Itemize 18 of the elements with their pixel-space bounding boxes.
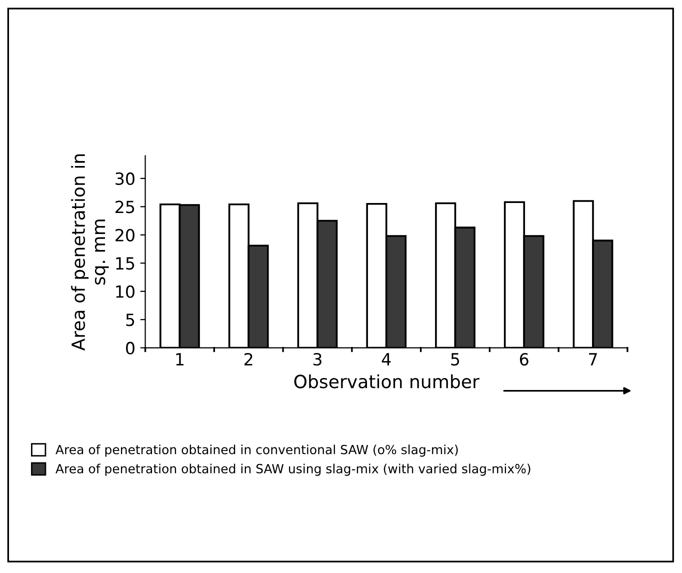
legend-label: Area of penetration obtained in SAW using slag-mix (with varied slag-mix%) [56,464,530,476]
x-tick-label: 3 [313,352,322,366]
x-tick-label: 6 [520,352,528,366]
x-tick-label: 2 [244,352,252,366]
x-tick-label: 5 [451,353,460,366]
y-axis-title: Area of penetration in sq. mm [71,154,109,351]
y-tick-label: 15 [116,257,134,270]
y-tick-label: 10 [116,285,134,298]
x-tick-label: 7 [589,353,597,366]
y-tick-label: 25 [116,200,134,214]
legend-label: Area of penetration obtained in conventional SAW (o% slag-mix) [56,444,458,457]
y-tick-label: 20 [116,228,134,242]
x-tick-label: 4 [382,353,391,366]
y-tick-label: 30 [116,172,134,186]
x-tick-label: 1 [176,353,184,366]
y-tick-label: 5 [126,314,134,326]
y-tick-label: 0 [126,342,134,354]
x-axis-title: Observation number [294,374,480,388]
